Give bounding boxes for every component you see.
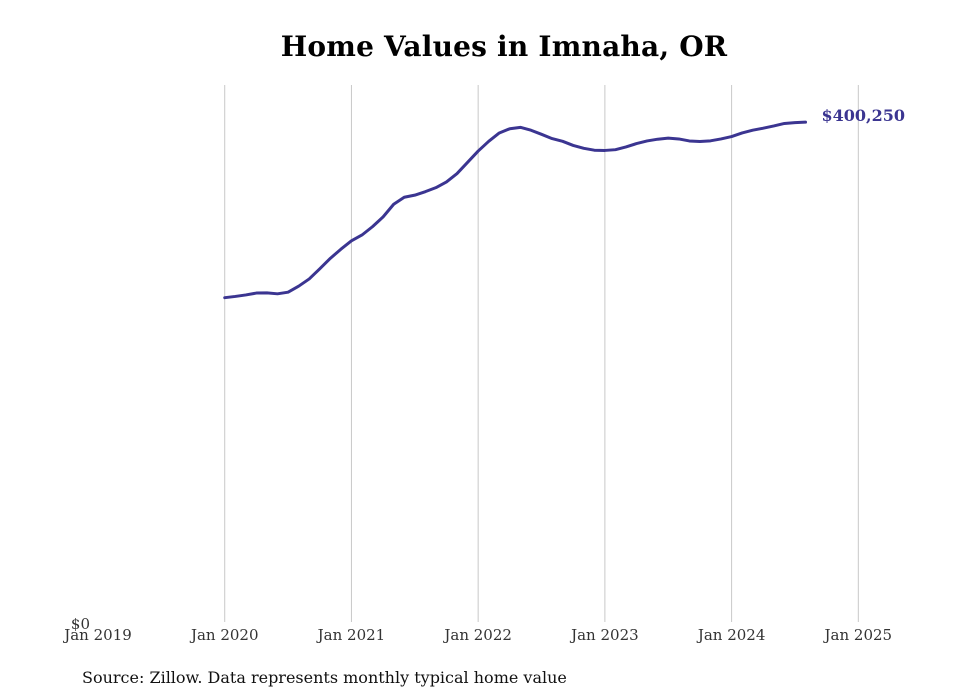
x-tick-label: Jan 2023 [569,626,639,644]
end-value-label: $400,250 [822,106,906,125]
x-tick-label: Jan 2022 [442,626,512,644]
home-value-line [223,120,808,300]
x-tick-label: Jan 2019 [62,626,132,644]
x-tick-label: Jan 2025 [823,626,893,644]
x-tick-label: Jan 2024 [696,626,766,644]
x-tick-label: Jan 2020 [189,626,259,644]
x-tick-label: Jan 2021 [316,626,386,644]
y-tick-label: $0 [71,615,90,633]
source-note: Source: Zillow. Data represents monthly … [82,668,567,687]
x-axis-ticks: Jan 2019 Jan 2020 Jan 2021 Jan 2022 Jan 2023… [62,626,892,644]
chart-title: Home Values in Imnaha, OR [280,30,728,63]
series-layer [223,120,808,300]
gridlines [224,85,859,622]
